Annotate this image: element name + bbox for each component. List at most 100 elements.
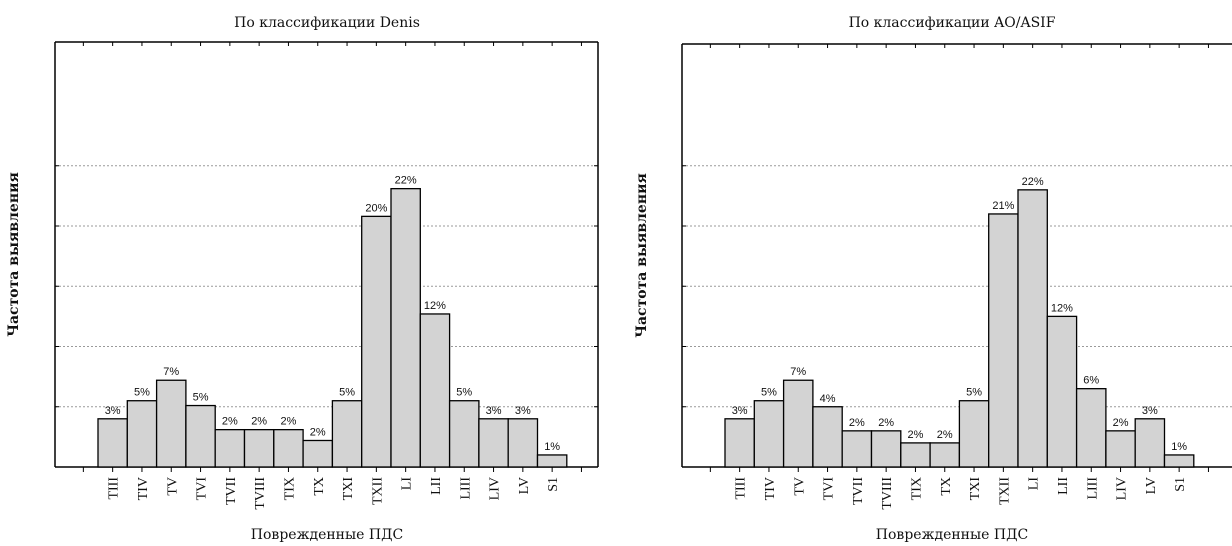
- data-label: 12%: [424, 300, 446, 312]
- category-label: TIII: [734, 477, 749, 500]
- bar-txi: [331, 400, 363, 468]
- category-label: TXII: [370, 477, 385, 505]
- category-label: LIII: [1085, 477, 1100, 500]
- category-label: TX: [939, 477, 954, 496]
- data-label: 12%: [1051, 302, 1073, 314]
- bar-li: [390, 187, 421, 468]
- bar-lv: [507, 418, 539, 468]
- category-label: TVII: [224, 477, 239, 505]
- bar-tvii: [841, 430, 873, 468]
- data-label: 7%: [790, 366, 806, 378]
- data-label: 22%: [1022, 176, 1044, 188]
- category-label: LI: [1027, 477, 1042, 491]
- category-label: LIII: [458, 477, 473, 500]
- bar-liv: [1105, 430, 1136, 468]
- bar-liv: [478, 418, 509, 468]
- data-label: 22%: [395, 175, 417, 187]
- bar-tiii: [97, 418, 128, 468]
- bar-tx: [929, 442, 961, 468]
- category-label: TIX: [909, 477, 924, 500]
- category-label: TV: [165, 477, 180, 496]
- data-label: 2%: [310, 426, 326, 438]
- x-axis-label: Поврежденные ПДС: [251, 527, 403, 543]
- data-label: 5%: [193, 392, 209, 404]
- bar-lv: [1134, 418, 1166, 468]
- bar-tiii: [724, 418, 755, 468]
- bar-txi: [958, 400, 990, 468]
- chart-title: По классификации Denis: [234, 15, 420, 31]
- data-label: 21%: [992, 200, 1014, 212]
- data-label: 5%: [761, 387, 777, 399]
- data-label: 3%: [515, 405, 531, 417]
- data-label: 4%: [820, 393, 836, 405]
- bar-s1: [1163, 454, 1195, 468]
- bar-tvii: [214, 428, 246, 468]
- data-label: 1%: [544, 441, 560, 453]
- category-label: TXI: [968, 477, 983, 501]
- data-label: 2%: [222, 416, 238, 428]
- bar-s1: [536, 454, 568, 468]
- category-label: TXII: [997, 477, 1012, 505]
- category-label: S1: [1173, 477, 1188, 492]
- category-label: TIV: [763, 477, 778, 500]
- bar-txii: [988, 213, 1019, 468]
- category-label: LI: [400, 477, 415, 491]
- category-label: LV: [517, 477, 532, 494]
- bar-tviii: [870, 430, 902, 468]
- category-label: TIII: [107, 477, 122, 500]
- y-axis-label: Частота выявления: [6, 172, 22, 337]
- data-label: 2%: [280, 416, 296, 428]
- x-axis-label: Поврежденные ПДС: [876, 527, 1028, 543]
- data-label: 5%: [966, 387, 982, 399]
- bar-tvi: [185, 404, 216, 468]
- data-label: 1%: [1171, 441, 1187, 453]
- data-label: 2%: [937, 429, 953, 441]
- data-label: 20%: [365, 202, 387, 214]
- category-label: TVI: [822, 477, 837, 501]
- category-label: LIV: [488, 477, 503, 500]
- y-axis-label: Частота выявления: [634, 173, 650, 338]
- bar-lii: [419, 313, 451, 468]
- category-label: TIV: [136, 477, 151, 500]
- data-label: 7%: [163, 366, 179, 378]
- category-label: S1: [546, 477, 561, 492]
- bar-tv: [155, 379, 187, 468]
- category-label: TVIII: [880, 477, 895, 510]
- bar-lii: [1046, 315, 1078, 468]
- category-label: TVIII: [253, 477, 268, 510]
- data-label: 5%: [134, 387, 150, 399]
- bar-tviii: [243, 428, 275, 468]
- chart-panel-aoasif: По классификации AO/ASIF Частота выявлени…: [634, 15, 1232, 543]
- bar-tix: [273, 428, 304, 468]
- bar-tvi: [812, 406, 843, 468]
- data-label: 3%: [486, 405, 502, 417]
- bar-tix: [900, 442, 931, 468]
- data-label: 5%: [339, 387, 355, 399]
- category-label: TX: [312, 477, 327, 496]
- category-label: TV: [792, 477, 807, 496]
- bar-tiv: [753, 400, 785, 468]
- bar-li: [1017, 189, 1048, 468]
- data-label: 2%: [878, 417, 894, 429]
- category-label: TVII: [851, 477, 866, 505]
- category-label: TVI: [195, 477, 210, 501]
- data-label: 3%: [732, 405, 748, 417]
- bar-tiv: [126, 400, 158, 468]
- chart-title: По классификации AO/ASIF: [849, 15, 1056, 31]
- data-label: 2%: [849, 417, 865, 429]
- category-label: TIX: [282, 477, 297, 500]
- data-label: 3%: [105, 405, 121, 417]
- category-label: LIV: [1115, 477, 1130, 500]
- category-label: TXI: [341, 477, 356, 501]
- bar-liii: [1075, 388, 1107, 468]
- data-label: 2%: [1113, 417, 1129, 429]
- chart-panel-denis: По классификации Denis Частота выявления П…: [6, 15, 599, 543]
- data-label: 5%: [456, 387, 472, 399]
- data-label: 2%: [251, 416, 267, 428]
- bar-tv: [782, 379, 814, 468]
- data-label: 3%: [1142, 405, 1158, 417]
- data-label: 2%: [907, 429, 923, 441]
- category-label: LV: [1144, 477, 1159, 494]
- category-label: LII: [1056, 477, 1071, 495]
